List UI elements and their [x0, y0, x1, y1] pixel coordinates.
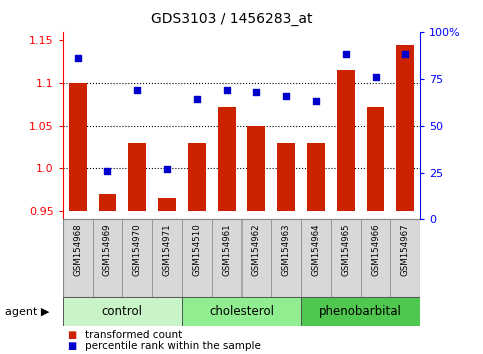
Bar — [367, 107, 384, 211]
Text: transformed count: transformed count — [85, 330, 182, 339]
Text: GSM154963: GSM154963 — [282, 223, 291, 276]
Bar — [63, 219, 93, 297]
Point — [223, 87, 230, 93]
Bar — [182, 297, 301, 326]
Text: GSM154965: GSM154965 — [341, 223, 350, 276]
Text: GSM154962: GSM154962 — [252, 223, 261, 276]
Bar — [301, 219, 331, 297]
Point — [104, 168, 112, 173]
Bar — [93, 219, 122, 297]
Point — [401, 52, 409, 57]
Bar — [397, 45, 414, 211]
Bar — [182, 219, 212, 297]
Text: GSM154967: GSM154967 — [401, 223, 410, 276]
Point — [253, 89, 260, 95]
Bar — [63, 297, 182, 326]
Text: phenobarbital: phenobarbital — [319, 305, 402, 318]
Point — [282, 93, 290, 98]
Text: GSM154970: GSM154970 — [133, 223, 142, 276]
Text: GSM154961: GSM154961 — [222, 223, 231, 276]
Bar — [337, 70, 355, 211]
Point — [133, 87, 141, 93]
Bar — [361, 219, 390, 297]
Text: agent ▶: agent ▶ — [5, 307, 49, 316]
Bar — [212, 219, 242, 297]
Text: ■: ■ — [68, 330, 77, 339]
Bar — [218, 107, 236, 211]
Bar — [277, 143, 295, 211]
Bar — [128, 143, 146, 211]
Text: percentile rank within the sample: percentile rank within the sample — [85, 341, 260, 351]
Bar — [247, 126, 265, 211]
Bar — [301, 297, 420, 326]
Bar — [122, 219, 152, 297]
Text: cholesterol: cholesterol — [209, 305, 274, 318]
Text: GSM154968: GSM154968 — [73, 223, 82, 276]
Point — [193, 97, 201, 102]
Text: GSM154971: GSM154971 — [163, 223, 171, 276]
Text: GSM154510: GSM154510 — [192, 223, 201, 276]
Point — [312, 98, 320, 104]
Bar — [158, 198, 176, 211]
Bar — [331, 219, 361, 297]
Point — [163, 166, 171, 172]
Text: GSM154969: GSM154969 — [103, 223, 112, 276]
Text: ■: ■ — [68, 341, 77, 351]
Bar — [152, 219, 182, 297]
Bar — [271, 219, 301, 297]
Bar — [307, 143, 325, 211]
Point — [74, 55, 82, 61]
Bar — [188, 143, 206, 211]
Bar — [390, 219, 420, 297]
Text: control: control — [102, 305, 143, 318]
Text: GSM154964: GSM154964 — [312, 223, 320, 276]
Text: GSM154966: GSM154966 — [371, 223, 380, 276]
Text: GDS3103 / 1456283_at: GDS3103 / 1456283_at — [151, 12, 313, 27]
Bar — [69, 83, 86, 211]
Bar — [242, 219, 271, 297]
Point — [342, 52, 350, 57]
Bar — [99, 194, 116, 211]
Point — [372, 74, 380, 80]
